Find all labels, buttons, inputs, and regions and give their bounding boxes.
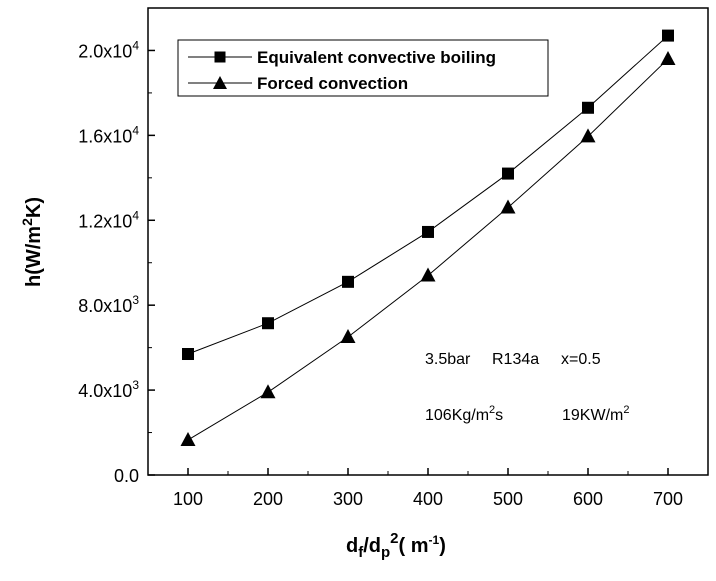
x-tick-label: 500	[493, 489, 523, 509]
data-point-triangle	[500, 199, 516, 214]
annotation-line-2: 106Kg/m2s 19KW/m2	[425, 404, 629, 424]
annotation-mass-flux-unit: s	[495, 407, 503, 424]
series-line-2	[187, 58, 669, 441]
legend-marker-triangle	[213, 76, 227, 89]
legend-label-series-2: Forced convection	[257, 74, 408, 93]
annotation-quality: x=0.5	[561, 351, 601, 368]
x-axis-ticks: 100 200 300 400 500 600 700	[173, 468, 709, 509]
data-point-triangle	[580, 128, 596, 143]
x-tick-label: 100	[173, 489, 203, 509]
legend-marker-square	[214, 51, 226, 63]
y-tick-label: 4.0x103	[78, 378, 139, 401]
legend-label-series-1: Equivalent convective boiling	[257, 48, 496, 67]
y-tick-label: 8.0x103	[78, 293, 139, 316]
annotation-line-1: 3.5bar R134a x=0.5	[425, 351, 601, 368]
data-point-triangle	[180, 431, 196, 446]
annotation-mass-flux: 106Kg/m	[425, 407, 489, 424]
x-tick-label: 600	[573, 489, 603, 509]
x-tick-label: 700	[653, 489, 683, 509]
annotation-pressure: 3.5bar	[425, 351, 471, 368]
x-tick-label: 300	[333, 489, 363, 509]
x-tick-label: 200	[253, 489, 283, 509]
annotation-heat-flux: 19KW/m	[562, 407, 623, 424]
data-point-square	[582, 101, 594, 114]
y-tick-label: 1.2x104	[78, 208, 139, 231]
data-point-triangle	[660, 50, 676, 65]
data-point-square	[662, 29, 674, 42]
x-tick-label: 400	[413, 489, 443, 509]
data-point-triangle	[340, 329, 356, 344]
series-layer	[180, 29, 676, 446]
data-point-square	[182, 348, 194, 361]
legend: Equivalent convective boiling Forced con…	[177, 39, 549, 97]
data-point-square	[342, 275, 354, 288]
annotation-heat-flux-sup: 2	[623, 404, 629, 416]
data-point-square	[502, 167, 514, 180]
data-point-square	[262, 317, 274, 330]
y-axis-ticks: 0.0 4.0x103 8.0x103 1.2x104 1.6x104 2.0x104	[78, 7, 155, 486]
annotation-refrigerant: R134a	[492, 351, 539, 368]
annotation-mass-flux-sup: 2	[489, 404, 495, 416]
data-point-triangle	[420, 267, 436, 282]
x-axis-title: df/dp2( m-1)	[346, 530, 446, 561]
y-tick-label: 2.0x104	[78, 38, 139, 61]
data-point-square	[422, 225, 434, 238]
data-point-triangle	[260, 384, 276, 399]
y-tick-label: 0.0	[114, 466, 139, 486]
y-axis-title: h(W/m2K)	[19, 197, 45, 287]
legend-box	[177, 39, 549, 97]
y-tick-label: 1.6x104	[78, 123, 139, 146]
